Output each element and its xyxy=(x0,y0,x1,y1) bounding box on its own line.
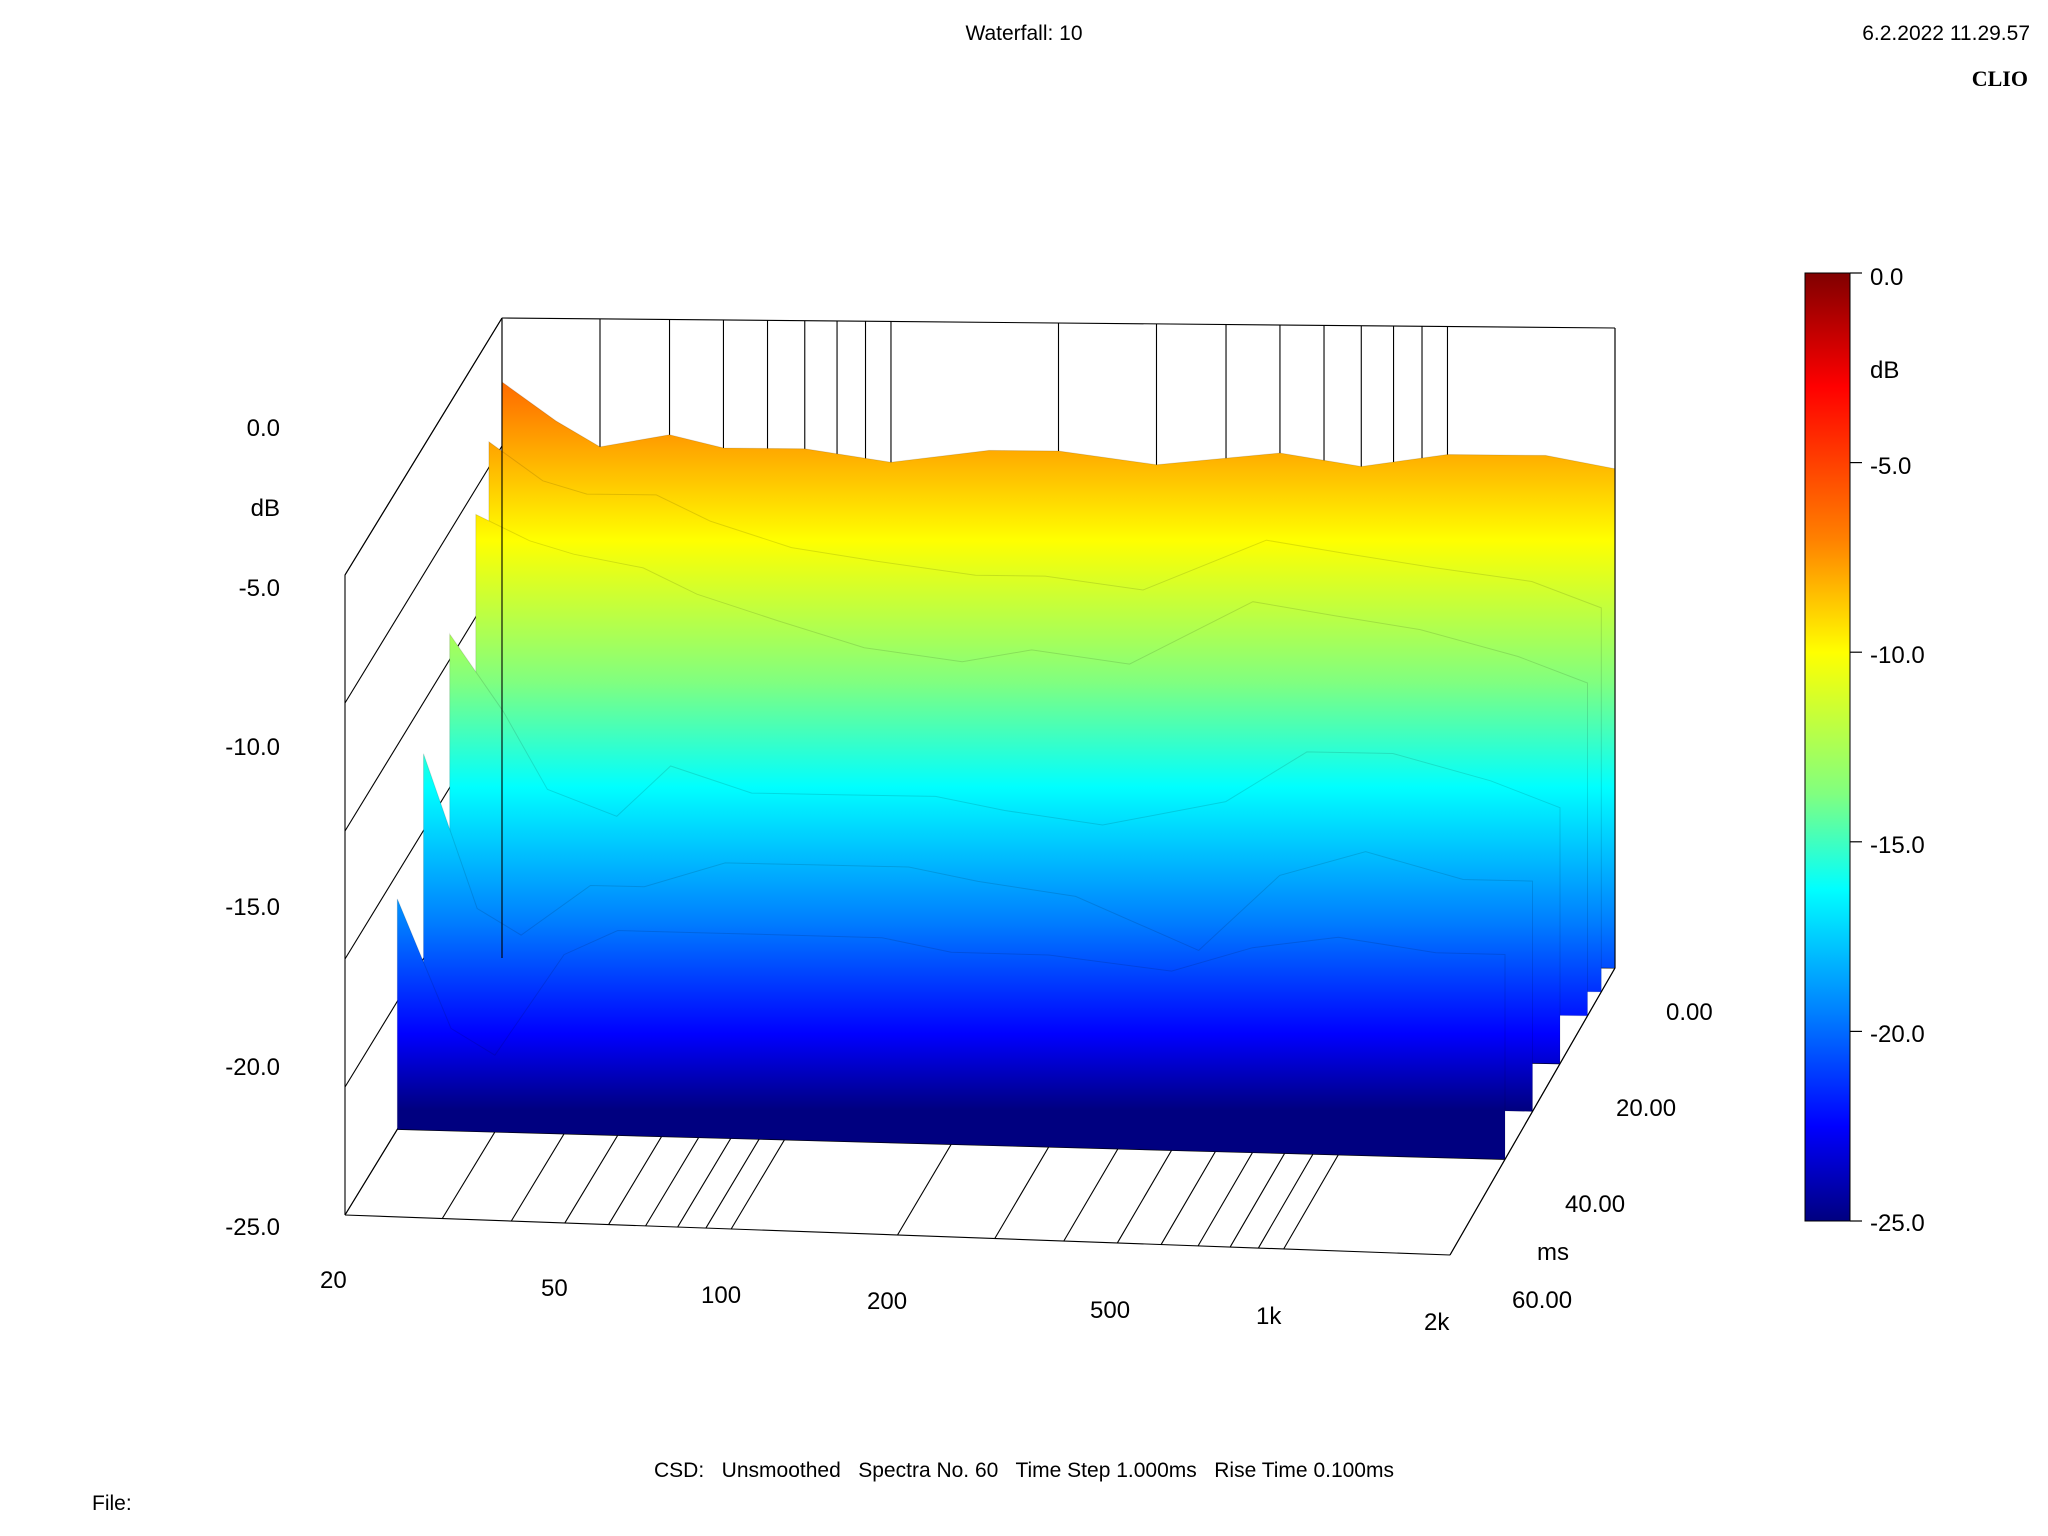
freq-tick-label: 20 xyxy=(320,1267,347,1294)
freq-tick-label: 200 xyxy=(867,1288,907,1315)
time-tick-label: 20.00 xyxy=(1616,1095,1676,1122)
chart-title: Waterfall: 10 xyxy=(965,22,1083,45)
db-axis-label: dB xyxy=(251,495,280,522)
db-tick-labels: 0.0 dB -5.0 -10.0 -15.0 -20.0 -25.0 xyxy=(225,415,280,1241)
colorbar-ticks xyxy=(1850,272,1862,1222)
colorbar: 0.0 dB -5.0 -10.0 -15.0 -20.0 -25.0 xyxy=(1804,264,1925,1237)
waterfall-slice-40ms xyxy=(396,898,1506,1160)
freq-tick-label: 100 xyxy=(701,1282,741,1309)
freq-tick-label: 1k xyxy=(1256,1303,1282,1330)
colorbar-tick-label: -20.0 xyxy=(1870,1021,1925,1048)
freq-tick-label: 2k xyxy=(1424,1309,1450,1336)
time-tick-labels: 0.00 20.00 40.00 ms 60.00 xyxy=(1512,999,1713,1314)
db-tick-label: -25.0 xyxy=(225,1214,280,1241)
left-wall-gridline xyxy=(344,445,503,704)
file-label: File: xyxy=(92,1492,132,1515)
db-tick-label: -10.0 xyxy=(225,734,280,761)
csd-parameters-footer: CSD: Unsmoothed Spectra No. 60 Time Step… xyxy=(654,1459,1394,1482)
colorbar-tick-label: -5.0 xyxy=(1870,453,1911,480)
time-tick-label: 0.00 xyxy=(1666,999,1713,1026)
db-tick-label: -20.0 xyxy=(225,1054,280,1081)
freq-tick-labels: 20 50 100 200 500 1k 2k xyxy=(320,1267,1450,1336)
colorbar-tick-label: -10.0 xyxy=(1870,642,1925,669)
brand-logo-text: CLIO xyxy=(1971,66,2028,91)
freq-tick-label: 500 xyxy=(1090,1297,1130,1324)
floor-time-gridline xyxy=(397,1128,1506,1160)
colorbar-unit-label: dB xyxy=(1870,357,1899,384)
colorbar-gradient xyxy=(1804,272,1851,1222)
colorbar-tick-label: 0.0 xyxy=(1870,264,1903,291)
left-top-edge xyxy=(344,317,503,576)
measurement-datetime: 6.2.2022 11.29.57 xyxy=(1862,22,2030,45)
back-top-edge xyxy=(501,317,1616,329)
db-tick-label: -15.0 xyxy=(225,894,280,921)
time-tick-label: 40.00 xyxy=(1565,1191,1625,1218)
db-tick-label: -5.0 xyxy=(239,575,280,602)
right-floor-edge xyxy=(1449,967,1616,1256)
colorbar-tick-label: -15.0 xyxy=(1870,832,1925,859)
time-axis-label: ms xyxy=(1537,1239,1569,1266)
db-tick-label: 0.0 xyxy=(247,415,280,442)
waterfall-surface xyxy=(396,381,1616,1160)
floor-time-gridline xyxy=(344,1214,1451,1256)
plot-axes xyxy=(344,317,1616,1256)
freq-tick-label: 50 xyxy=(541,1275,568,1302)
time-tick-label: 60.00 xyxy=(1512,1287,1572,1314)
colorbar-tick-label: -25.0 xyxy=(1870,1210,1925,1237)
